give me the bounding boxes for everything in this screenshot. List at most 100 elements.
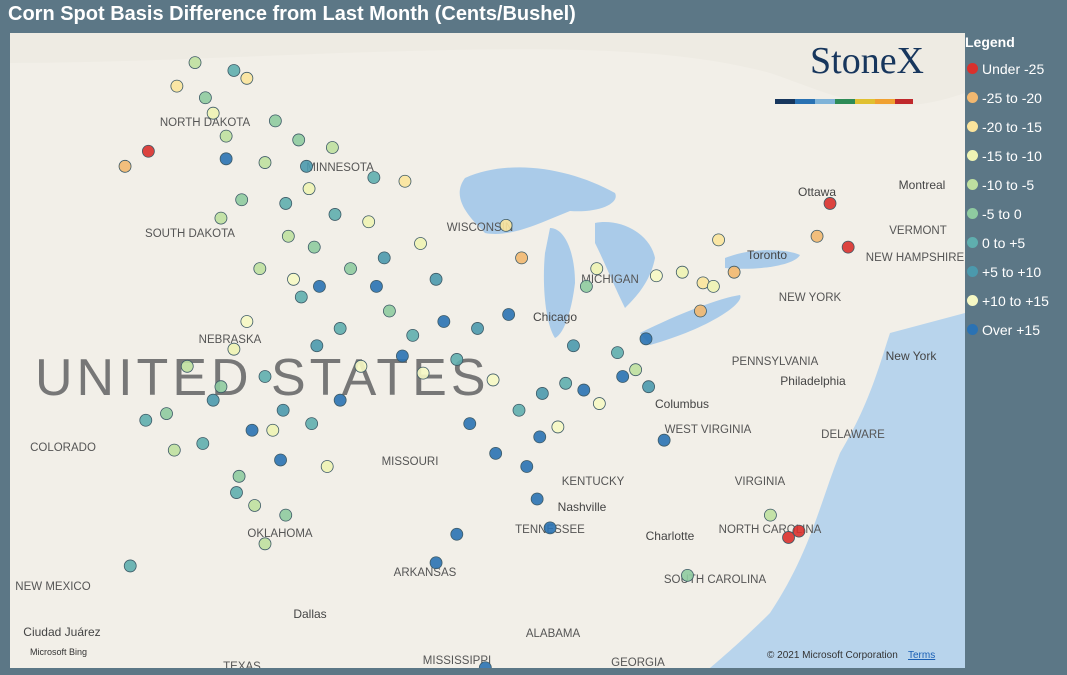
lake-huron xyxy=(595,222,655,308)
point xyxy=(810,229,824,243)
legend-label: -15 to -10 xyxy=(982,147,1042,164)
place-label: SOUTH CAROLINA xyxy=(664,574,767,586)
point xyxy=(245,423,259,437)
place-label: PENNSYLVANIA xyxy=(732,356,819,368)
terms-link[interactable]: Terms xyxy=(908,650,935,661)
point xyxy=(328,208,342,221)
point xyxy=(370,279,383,293)
point xyxy=(196,437,210,450)
point xyxy=(206,106,220,120)
point xyxy=(649,269,663,283)
legend-item: +10 to +15 xyxy=(965,286,1065,315)
place-label: Columbus xyxy=(655,397,709,411)
logo-bar xyxy=(775,99,795,104)
point xyxy=(414,237,427,250)
place-label: New York xyxy=(886,349,938,363)
map: NORTH DAKOTA MINNESOTA SOUTH DAKOTA WISCONS… xyxy=(10,33,965,668)
point xyxy=(268,114,282,128)
point xyxy=(274,453,287,467)
legend-item: 0 to +5 xyxy=(965,228,1065,257)
logo-bar xyxy=(835,99,855,104)
point xyxy=(792,524,806,538)
legend-label: 0 to +5 xyxy=(982,234,1026,251)
place-label: Chicago xyxy=(533,310,577,324)
legend-label: Over +15 xyxy=(982,321,1040,338)
point xyxy=(227,64,241,77)
legend-label: -20 to -15 xyxy=(982,118,1042,135)
place-label: NORTH CAROLINA xyxy=(719,524,822,536)
point xyxy=(333,322,347,335)
place-label: GEORGIA xyxy=(611,657,665,668)
legend-swatch xyxy=(967,179,978,190)
legend-label: Under -25 xyxy=(982,60,1045,77)
point xyxy=(577,383,591,397)
point xyxy=(535,387,549,400)
logo: StoneX xyxy=(810,40,924,82)
point xyxy=(502,308,516,321)
point xyxy=(279,197,293,210)
point xyxy=(437,315,451,328)
place-label: Philadelphia xyxy=(780,374,846,388)
place-label: ALABAMA xyxy=(526,628,581,640)
place-label: VERMONT xyxy=(889,225,947,237)
point xyxy=(310,339,324,353)
place-label: Ottawa xyxy=(798,185,836,199)
point xyxy=(354,359,368,373)
logo-bar xyxy=(795,99,815,104)
point xyxy=(675,265,689,279)
point xyxy=(530,492,544,506)
point xyxy=(499,218,513,232)
place-label: WEST VIRGINIA xyxy=(665,424,752,436)
place-label: NEBRASKA xyxy=(199,334,262,346)
point xyxy=(198,91,212,105)
lake-michigan xyxy=(543,228,575,338)
point xyxy=(248,499,262,512)
point xyxy=(823,197,837,210)
place-label: NEW HAMPSHIRE xyxy=(866,252,965,264)
place-label: NEW YORK xyxy=(779,292,842,304)
point xyxy=(681,568,694,582)
point xyxy=(559,376,573,390)
point xyxy=(362,215,376,229)
legend-swatch xyxy=(967,92,978,103)
point xyxy=(486,373,500,387)
legend-item: Under -25 xyxy=(965,54,1065,83)
point xyxy=(258,537,272,551)
point xyxy=(657,433,671,447)
lake-ontario xyxy=(725,250,800,269)
point xyxy=(160,407,173,421)
point xyxy=(398,174,412,188)
point xyxy=(167,443,181,457)
point xyxy=(287,272,300,286)
point xyxy=(227,342,241,356)
point xyxy=(281,229,295,243)
point xyxy=(533,430,547,444)
place-label: Montreal xyxy=(899,178,946,192)
place-label: Dallas xyxy=(293,607,326,621)
point xyxy=(367,171,381,184)
point xyxy=(230,486,243,499)
point xyxy=(302,182,316,196)
legend-item: -15 to -10 xyxy=(965,141,1065,170)
legend-swatch xyxy=(967,266,978,277)
lake-erie xyxy=(640,295,741,345)
point xyxy=(629,363,643,377)
point xyxy=(232,469,246,483)
point xyxy=(512,403,526,417)
point xyxy=(520,460,534,473)
legend-title: Legend xyxy=(965,34,1015,50)
point xyxy=(141,144,155,158)
title: Corn Spot Basis Difference from Last Mon… xyxy=(8,3,576,25)
place-label: MISSOURI xyxy=(382,456,439,468)
legend-item: +5 to +10 xyxy=(965,257,1065,286)
point xyxy=(300,159,313,173)
point xyxy=(180,359,194,373)
point xyxy=(258,370,272,383)
point xyxy=(764,508,777,522)
point xyxy=(214,380,228,394)
point xyxy=(383,304,396,318)
legend-swatch xyxy=(967,295,978,306)
copyright: © 2021 Microsoft Corporation xyxy=(767,650,898,661)
place-label: SOUTH DAKOTA xyxy=(145,228,235,240)
point xyxy=(489,446,503,460)
